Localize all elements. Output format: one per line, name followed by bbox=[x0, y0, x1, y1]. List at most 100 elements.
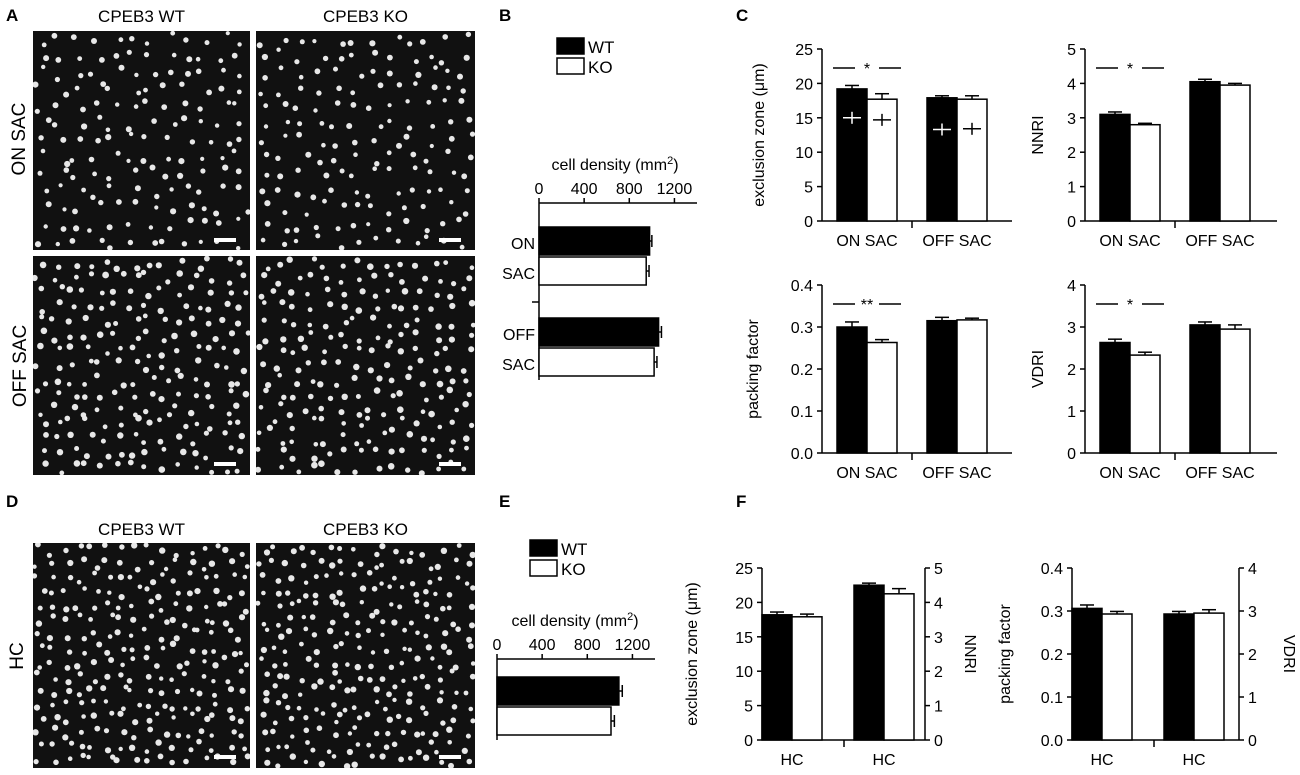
cell-nucleus bbox=[367, 263, 374, 270]
cell-nucleus bbox=[92, 605, 98, 611]
cell-nucleus bbox=[146, 419, 153, 426]
cell-nucleus bbox=[440, 221, 446, 227]
cell-nucleus bbox=[34, 388, 41, 394]
cell-nucleus bbox=[186, 605, 193, 612]
cell-nucleus bbox=[463, 435, 470, 442]
cell-nucleus bbox=[44, 188, 50, 194]
cell-nucleus bbox=[332, 669, 338, 676]
cell-nucleus bbox=[215, 543, 221, 549]
cell-nucleus bbox=[352, 725, 358, 730]
cell-nucleus bbox=[34, 241, 42, 248]
cell-nucleus bbox=[80, 334, 87, 341]
cell-nucleus bbox=[420, 731, 426, 736]
cell-nucleus bbox=[89, 431, 96, 438]
cell-nucleus bbox=[284, 744, 290, 750]
cell-nucleus bbox=[294, 59, 300, 65]
cell-nucleus bbox=[415, 71, 422, 78]
cell-nucleus bbox=[314, 68, 321, 75]
bar-ko bbox=[1129, 123, 1161, 222]
bar-ko bbox=[1219, 328, 1251, 454]
cell-nucleus bbox=[231, 148, 237, 154]
cell-nucleus bbox=[51, 122, 58, 128]
y-tick-label: 1 bbox=[1067, 180, 1076, 197]
cell-nucleus bbox=[92, 570, 97, 576]
cell-nucleus bbox=[423, 234, 429, 239]
cell-nucleus bbox=[364, 407, 371, 414]
cell-nucleus bbox=[186, 734, 191, 739]
cell-nucleus bbox=[425, 644, 432, 651]
cell-nucleus bbox=[340, 41, 346, 47]
cell-nucleus bbox=[470, 661, 475, 666]
cell-nucleus bbox=[279, 464, 285, 470]
cell-nucleus bbox=[81, 123, 88, 130]
cell-nucleus bbox=[271, 645, 277, 651]
cell-nucleus bbox=[174, 688, 181, 695]
cell-nucleus bbox=[231, 52, 238, 59]
cell-nucleus bbox=[280, 336, 287, 343]
cell-nucleus bbox=[85, 344, 91, 350]
cell-nucleus bbox=[134, 72, 139, 78]
cell-nucleus bbox=[35, 543, 41, 548]
cell-nucleus bbox=[454, 690, 459, 695]
cell-nucleus bbox=[341, 303, 348, 310]
cell-nucleus bbox=[419, 381, 426, 388]
cell-nucleus bbox=[45, 201, 52, 208]
cell-nucleus bbox=[463, 690, 469, 696]
cell-nucleus bbox=[440, 605, 446, 612]
cell-nucleus bbox=[298, 692, 303, 697]
cell-nucleus bbox=[304, 212, 309, 217]
cell-nucleus bbox=[456, 216, 462, 223]
cell-nucleus bbox=[265, 266, 271, 272]
cell-nucleus bbox=[273, 365, 280, 372]
cell-nucleus bbox=[282, 210, 288, 216]
y-tick-label: 2 bbox=[1067, 362, 1076, 379]
cell-nucleus bbox=[313, 442, 319, 447]
cell-nucleus bbox=[322, 198, 327, 204]
cell-nucleus bbox=[330, 157, 337, 164]
cell-nucleus bbox=[305, 740, 310, 745]
cell-nucleus bbox=[142, 313, 148, 319]
cell-nucleus bbox=[226, 141, 233, 147]
cell-nucleus bbox=[450, 621, 457, 628]
cell-nucleus bbox=[322, 55, 329, 62]
cell-nucleus bbox=[434, 749, 439, 755]
cell-nucleus bbox=[90, 712, 97, 719]
cell-nucleus bbox=[209, 403, 215, 410]
cell-nucleus bbox=[329, 124, 334, 130]
y-tick-label-right: 1 bbox=[934, 699, 943, 716]
cell-nucleus bbox=[385, 343, 391, 349]
bar-ko bbox=[956, 98, 988, 222]
cell-nucleus bbox=[469, 673, 475, 680]
cell-nucleus bbox=[329, 684, 336, 691]
cell-nucleus bbox=[214, 123, 220, 128]
category-label: OFF bbox=[503, 327, 535, 344]
cell-nucleus bbox=[243, 290, 249, 296]
cell-nucleus bbox=[424, 683, 431, 690]
cell-nucleus bbox=[34, 108, 40, 114]
cell-nucleus bbox=[438, 394, 444, 400]
cell-nucleus bbox=[264, 172, 270, 178]
cell-nucleus bbox=[272, 663, 278, 669]
cell-nucleus bbox=[442, 630, 449, 637]
cell-nucleus bbox=[47, 644, 53, 650]
cell-nucleus bbox=[334, 100, 341, 106]
cell-nucleus bbox=[81, 636, 87, 642]
cell-nucleus bbox=[344, 687, 351, 694]
significance-marker: ** bbox=[861, 297, 873, 314]
cell-nucleus bbox=[171, 332, 178, 340]
cell-nucleus bbox=[402, 627, 407, 633]
y-tick-label-right: 3 bbox=[1248, 604, 1257, 621]
cell-nucleus bbox=[221, 601, 228, 607]
cell-nucleus bbox=[310, 194, 317, 201]
cell-nucleus bbox=[462, 211, 469, 217]
cell-nucleus bbox=[94, 372, 100, 379]
cell-nucleus bbox=[343, 612, 350, 619]
cell-nucleus bbox=[37, 605, 43, 611]
cell-nucleus bbox=[467, 154, 474, 161]
cell-nucleus bbox=[400, 729, 407, 736]
cell-nucleus bbox=[158, 238, 165, 245]
cell-nucleus bbox=[198, 239, 203, 244]
cell-nucleus bbox=[388, 272, 394, 278]
cell-nucleus bbox=[41, 64, 46, 70]
cell-nucleus bbox=[39, 309, 45, 315]
